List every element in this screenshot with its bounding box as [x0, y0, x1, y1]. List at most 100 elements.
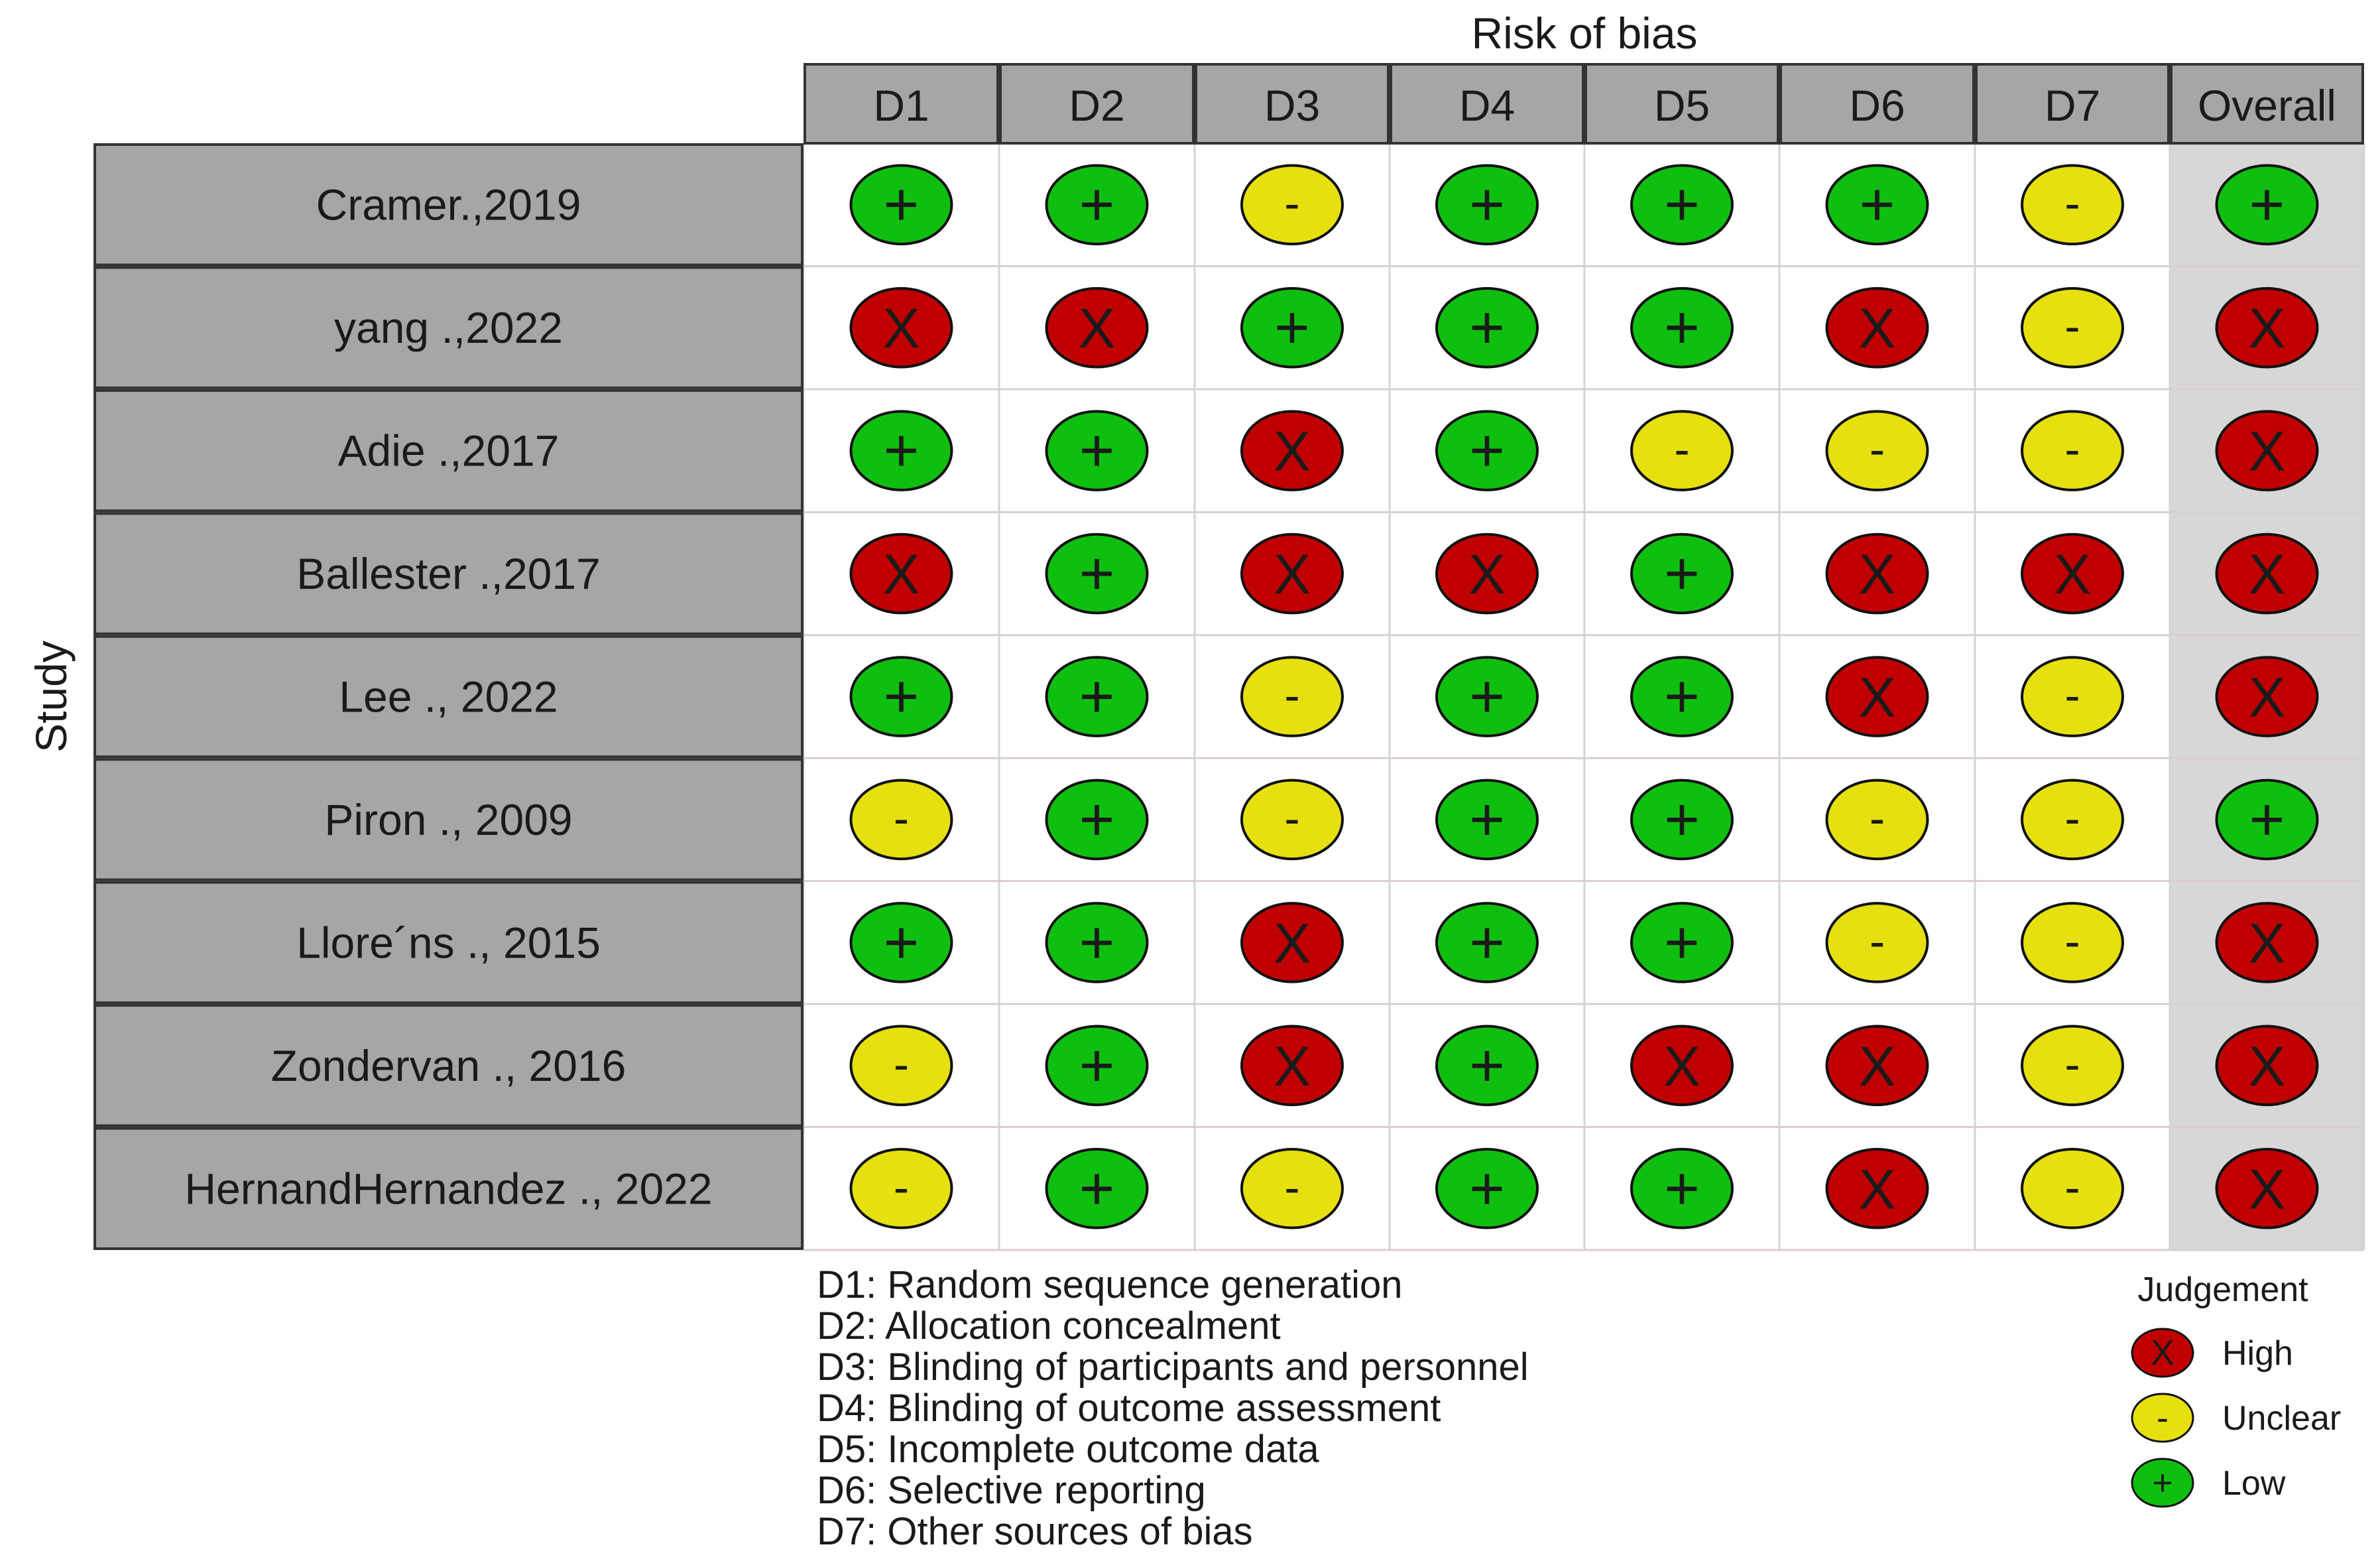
- judgement-unclear-marker: [1825, 410, 1929, 491]
- judgement-low-marker: [1630, 779, 1734, 861]
- judgement-unclear-marker: [1825, 779, 1929, 861]
- y-axis-label: Study: [27, 641, 76, 753]
- domain-header-label: D1: [873, 81, 929, 130]
- judgement-low-marker: [1045, 1025, 1149, 1107]
- judgement-symbol: +: [884, 908, 920, 976]
- judgement-symbol: -: [894, 1161, 909, 1213]
- domain-key-item: D4: Blinding of outcome assessment: [817, 1387, 1441, 1430]
- domain-header-label: D6: [1849, 81, 1905, 130]
- judgement-symbol: +: [1664, 663, 1700, 731]
- judgement-low-marker: [1435, 779, 1539, 861]
- judgement-symbol: X: [1274, 543, 1311, 605]
- study-label: Llore´ns ., 2015: [296, 918, 601, 967]
- judgement-symbol: +: [1079, 540, 1115, 607]
- domain-header-label: D5: [1654, 81, 1710, 130]
- judgement-symbol: +: [1079, 786, 1115, 853]
- study-label-cell: [93, 143, 803, 267]
- judgement-symbol: -: [2064, 915, 2080, 967]
- judgement-symbol: -: [1284, 792, 1299, 844]
- judgement-symbol: +: [1079, 663, 1115, 731]
- judgement-high-marker: [2215, 410, 2319, 491]
- judgement-symbol: +: [1664, 1155, 1700, 1222]
- legend-high-marker: [2131, 1328, 2194, 1378]
- judgement-symbol: -: [2064, 1038, 2080, 1090]
- judgement-symbol: X: [2248, 420, 2285, 483]
- study-label-cell: [93, 881, 803, 1005]
- study-label: HernandHernandez ., 2022: [184, 1164, 712, 1213]
- judgement-symbol: X: [1858, 1158, 1895, 1220]
- study-label: yang .,2022: [334, 303, 563, 352]
- judgement-symbol: X: [1858, 1035, 1895, 1097]
- judgement-symbol: +: [1469, 1155, 1505, 1222]
- judgement-symbol: X: [2248, 1035, 2285, 1097]
- judgement-unclear-marker: [2021, 656, 2124, 737]
- study-label-cell: [93, 1004, 803, 1127]
- judgement-symbol: +: [1664, 294, 1700, 361]
- judgement-low-marker: [1045, 532, 1149, 615]
- judgement-symbol: X: [2248, 543, 2285, 605]
- study-label: Ballester .,2017: [296, 549, 601, 598]
- domain-key-item: D3: Blinding of participants and personn…: [817, 1345, 1529, 1389]
- judgement-high-marker: [1825, 1025, 1929, 1107]
- judgement-high-marker: [1825, 532, 1929, 615]
- legend-symbol: +: [2152, 1463, 2173, 1503]
- legend-item-label: Unclear: [2222, 1399, 2341, 1438]
- domain-header-label: Overall: [2198, 81, 2336, 130]
- judgement-low-marker: [1435, 656, 1539, 737]
- judgement-symbol: +: [1664, 540, 1700, 607]
- judgement-low-marker: [1045, 1147, 1149, 1229]
- judgement-symbol: +: [1079, 908, 1115, 976]
- domain-header-cell: [1779, 63, 1975, 145]
- judgement-high-marker: [2215, 286, 2319, 369]
- judgement-low-marker: [1630, 532, 1734, 615]
- judgement-high-marker: [1240, 532, 1344, 615]
- judgement-symbol: X: [2248, 1158, 2285, 1220]
- judgement-symbol: -: [1674, 424, 1689, 475]
- judgement-unclear-marker: [2021, 164, 2124, 246]
- judgement-symbol: -: [1870, 915, 1885, 967]
- judgement-symbol: X: [2054, 543, 2091, 605]
- study-label-cell: [93, 1127, 803, 1250]
- legend-item-label: Low: [2222, 1464, 2286, 1503]
- domain-header-cell: [999, 63, 1195, 145]
- judgement-low-marker: [849, 902, 953, 983]
- judgement-unclear-marker: [2021, 1147, 2124, 1229]
- domain-header-cell: [1584, 63, 1779, 145]
- judgement-high-marker: [849, 532, 953, 615]
- judgement-symbol: +: [1469, 171, 1505, 239]
- judgement-symbol: +: [2249, 171, 2285, 239]
- judgement-low-marker: [1825, 164, 1929, 246]
- judgement-symbol: -: [1284, 1161, 1299, 1213]
- judgement-symbol: +: [1860, 171, 1895, 239]
- judgement-low-marker: [849, 410, 953, 491]
- judgement-symbol: +: [1079, 1032, 1115, 1099]
- judgement-symbol: +: [1079, 171, 1115, 239]
- judgement-symbol: +: [1664, 171, 1700, 239]
- judgement-low-marker: [1630, 286, 1734, 369]
- judgement-symbol: -: [1284, 670, 1299, 721]
- judgement-symbol: -: [1870, 792, 1885, 844]
- study-label-cell: [93, 512, 803, 635]
- judgement-unclear-marker: [1240, 164, 1344, 246]
- judgement-low-marker: [1435, 286, 1539, 369]
- judgement-symbol: -: [2064, 178, 2080, 229]
- judgement-symbol: X: [1468, 543, 1506, 605]
- domain-header-label: D2: [1069, 81, 1124, 130]
- judgement-low-marker: [1045, 164, 1149, 246]
- study-label-cell: [93, 635, 803, 759]
- judgement-unclear-marker: [2021, 286, 2124, 369]
- domain-header-cell: [2170, 63, 2364, 145]
- judgement-unclear-marker: [849, 1025, 953, 1107]
- legend-symbol: -: [2157, 1398, 2169, 1438]
- judgement-symbol: X: [1858, 666, 1895, 729]
- judgement-unclear-marker: [2021, 410, 2124, 491]
- judgement-high-marker: [1240, 410, 1344, 491]
- judgement-unclear-marker: [1240, 1147, 1344, 1229]
- judgement-symbol: +: [1664, 908, 1700, 976]
- judgement-high-marker: [2021, 532, 2124, 615]
- judgement-symbol: -: [2064, 792, 2080, 844]
- judgement-high-marker: [2215, 902, 2319, 983]
- judgement-low-marker: [1630, 902, 1734, 983]
- judgement-symbol: -: [894, 1038, 909, 1090]
- judgement-symbol: X: [1274, 912, 1311, 974]
